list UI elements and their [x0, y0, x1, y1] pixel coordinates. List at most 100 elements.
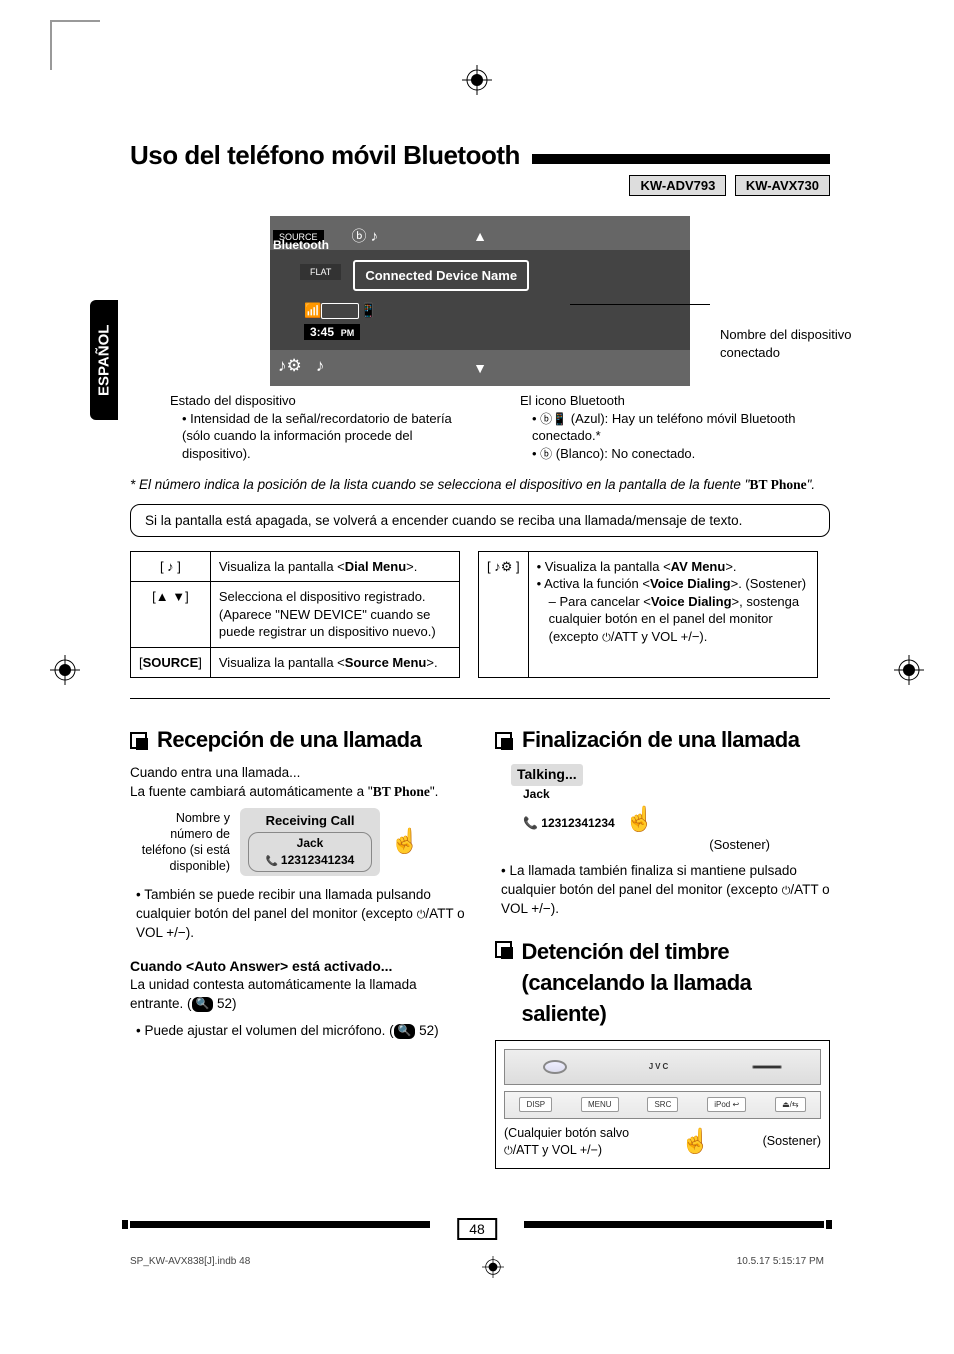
sub-heading: Cuando <Auto Answer> está activado... — [130, 957, 465, 977]
monitor-panel-figure: JVC DISP MENU SRC iPod ↩ ⏏/⇆ (Cualquier … — [495, 1040, 830, 1169]
paragraph: La unidad contesta automáticamente la ll… — [130, 976, 465, 1014]
section-icon — [130, 732, 147, 749]
callout-device-name: Nombre del dispositivo conectado — [720, 326, 880, 361]
phone-icon: 📞 — [266, 856, 281, 867]
text: /ATT y VOL +/−). — [611, 629, 708, 644]
panel-button: DISP — [519, 1097, 552, 1112]
screen-footer: ♪⚙ ♪ ▼ — [270, 350, 690, 386]
caption-item: Intensidad de la señal/recordatorio de b… — [182, 410, 480, 463]
content-area: ESPAÑOL Uso del teléfono móvil Bluetooth… — [130, 140, 830, 1169]
caller-name: Jack — [297, 836, 324, 850]
screen-header: SOURCE ⓑ ♪ Bluetooth ▲ — [270, 216, 690, 250]
footer-icons: ♪⚙ ♪ — [278, 356, 324, 376]
text: >. — [406, 559, 417, 574]
text: Visualiza la pantalla < — [219, 655, 345, 670]
list-item: Puede ajustar el volumen del micrófono. … — [136, 1022, 465, 1041]
footnote: * El número indica la posición de la lis… — [130, 476, 830, 494]
phone-icon: 📞 — [523, 816, 541, 830]
bold: AV Menu — [671, 559, 726, 574]
caller-number: 12312341234 — [281, 853, 354, 867]
caption-title: El icono Bluetooth — [520, 392, 830, 410]
caption-item: ⓑ📱 (Azul): Hay un teléfono móvil Bluetoo… — [532, 410, 830, 445]
registration-mark — [894, 655, 924, 685]
list-item: También se puede recibir una llamada pul… — [136, 886, 465, 943]
panel-slot — [752, 1065, 782, 1069]
text: También se puede recibir una llamada pul… — [136, 887, 431, 921]
function-table-left: [ ♪ ] Visualiza la pantalla <Dial Menu>.… — [130, 551, 460, 679]
two-column-section: Recepción de una llamada Cuando entra un… — [130, 725, 830, 1168]
text: La fuente cambiará automáticamente a " — [130, 784, 373, 799]
paragraph: La fuente cambiará automáticamente a "BT… — [130, 783, 465, 802]
text: Activa la función < — [544, 576, 650, 591]
panel-button: MENU — [581, 1097, 619, 1112]
left-column: Recepción de una llamada Cuando entra un… — [130, 725, 465, 1168]
talking-figure: Talking... Jack 📞 12312341234 ☝ (Sostene… — [511, 764, 830, 854]
table-row: [▲ ▼] Selecciona el dispositivo registra… — [131, 582, 460, 648]
text: (Cualquier botón salvo — [504, 1126, 629, 1140]
text: Visualiza la pantalla < — [545, 559, 671, 574]
key-cell: [SOURCE] — [131, 647, 211, 678]
text: – Para cancelar < — [549, 594, 651, 609]
table-row: [ ♪⚙ ] • Visualiza la pantalla <AV Menu>… — [479, 551, 818, 678]
section-icon — [495, 732, 512, 749]
registration-mark — [462, 65, 492, 95]
bold: Dial Menu — [345, 559, 406, 574]
jvc-logo: JVC — [643, 1060, 677, 1073]
footnote-bold: BT Phone — [749, 477, 806, 492]
function-tables: [ ♪ ] Visualiza la pantalla <Dial Menu>.… — [130, 551, 830, 679]
bt-connected-icon: ⓑ📱 — [540, 411, 567, 427]
panel-caption-row: (Cualquier botón salvo ⏻/ATT y VOL +/−) … — [504, 1125, 821, 1160]
bt-disconnected-icon: ⓑ — [540, 446, 552, 462]
section-title: Recepción de una llamada — [130, 725, 465, 756]
touch-hand-icon: ☝ — [681, 1125, 711, 1159]
section-title: Finalización de una llamada — [495, 725, 830, 756]
bullet-list: La llamada también finaliza si mantiene … — [495, 862, 830, 919]
right-column: Finalización de una llamada Talking... J… — [495, 725, 830, 1168]
paragraph: Cuando entra una llamada... — [130, 764, 465, 783]
screen-body: FLAT Connected Device Name 📶📱 3:45 PM — [270, 250, 690, 350]
language-tab: ESPAÑOL — [90, 300, 118, 420]
footnote-text: ". — [807, 477, 816, 492]
caption-item: ⓑ (Blanco): No conectado. — [532, 445, 830, 463]
dial-icon: [ ♪ ] — [160, 559, 181, 574]
eq-label: FLAT — [300, 264, 341, 280]
text: >. — [725, 559, 736, 574]
call-label: Nombre y número de teléfono (si está dis… — [130, 810, 230, 875]
model-badge: KW-AVX730 — [735, 175, 830, 196]
bold: Voice Dialing — [650, 576, 731, 591]
call-box: Receiving Call Jack 📞 12312341234 — [240, 808, 380, 876]
text: Puede ajustar el volumen del micrófono. … — [144, 1023, 393, 1038]
call-header: Receiving Call — [248, 812, 372, 830]
text: 52) — [415, 1023, 438, 1038]
divider — [130, 698, 830, 699]
bold: BT Phone — [373, 784, 430, 799]
screen-figure: SOURCE ⓑ ♪ Bluetooth ▲ FLAT Connected De… — [130, 216, 830, 386]
callout-line — [570, 304, 710, 305]
bold: Source Menu — [345, 655, 427, 670]
device-screen: SOURCE ⓑ ♪ Bluetooth ▲ FLAT Connected De… — [270, 216, 690, 386]
bullet-list: También se puede recibir una llamada pul… — [130, 886, 465, 943]
section-icon — [495, 941, 512, 958]
page-ref-icon: 🔍 — [394, 1024, 416, 1039]
section-heading: Recepción de una llamada — [157, 725, 421, 756]
bullet-list: Puede ajustar el volumen del micrófono. … — [130, 1022, 465, 1041]
receiving-call-figure: Nombre y número de teléfono (si está dis… — [130, 808, 465, 876]
power-icon: ⏻ — [504, 1145, 513, 1157]
panel-button: iPod ↩ — [707, 1097, 746, 1112]
panel-knob — [543, 1060, 567, 1074]
arrow-up-icon: ▲ — [473, 228, 487, 244]
bold: Voice Dialing — [651, 594, 732, 609]
table-row: [ ♪ ] Visualiza la pantalla <Dial Menu>. — [131, 551, 460, 582]
caller-name: Jack — [523, 786, 830, 803]
arrow-down-icon: ▼ — [473, 360, 487, 376]
page-ref-icon: 🔍 — [192, 997, 214, 1012]
function-table-right: [ ♪⚙ ] • Visualiza la pantalla <AV Menu>… — [478, 551, 818, 679]
footer-timestamp: 10.5.17 5:15:17 PM — [737, 1256, 824, 1278]
hold-label: (Sostener) — [763, 1133, 821, 1151]
touch-hand-icon: ☝ — [625, 806, 655, 833]
time-value: 3:45 — [310, 325, 334, 339]
print-footer: SP_KW-AVX838[J].indb 48 10.5.17 5:15:17 … — [130, 1256, 824, 1278]
footer-rule — [130, 1221, 430, 1228]
registration-mark — [482, 1256, 504, 1278]
power-icon: ⏻ — [602, 632, 611, 644]
